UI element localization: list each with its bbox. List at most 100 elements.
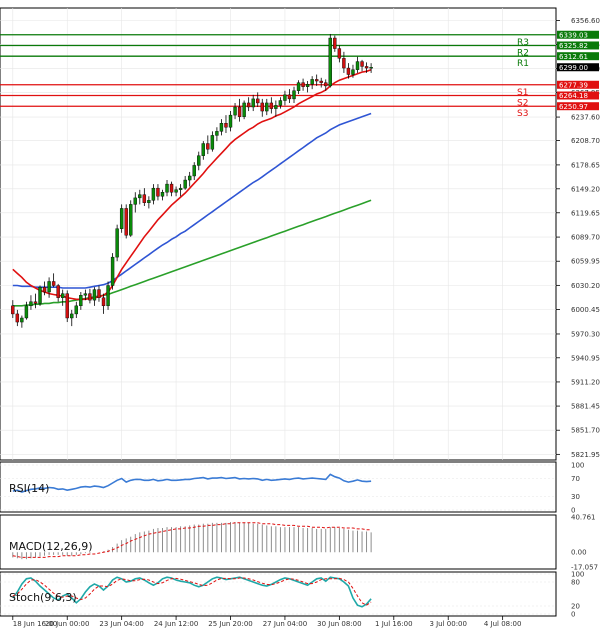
candle bbox=[138, 189, 142, 205]
level-label-r1: R1 bbox=[517, 59, 529, 69]
candle bbox=[265, 98, 269, 116]
candle bbox=[333, 35, 337, 52]
candle bbox=[269, 97, 274, 114]
price-y-tick-label: 6030.20 bbox=[571, 282, 600, 290]
candle bbox=[283, 90, 287, 106]
level-price-value: 6277.39 bbox=[559, 81, 588, 89]
candle bbox=[42, 281, 47, 296]
candle bbox=[156, 184, 160, 201]
macd-signal-line bbox=[12, 522, 372, 558]
candle bbox=[106, 281, 110, 310]
candle bbox=[287, 89, 292, 103]
stoch-main-line bbox=[12, 576, 372, 608]
price-y-tick-label: 6237.60 bbox=[571, 114, 600, 122]
level-price-tag bbox=[557, 41, 599, 50]
x-tick-label: 3 Jul 00:00 bbox=[429, 620, 467, 628]
indicator-y-tick-label: 40.761 bbox=[571, 514, 596, 522]
candle bbox=[314, 74, 319, 86]
ema-blue-line bbox=[12, 112, 372, 289]
price-y-tick-label: 5821.95 bbox=[571, 451, 600, 459]
candle bbox=[292, 86, 296, 103]
candle bbox=[251, 94, 255, 112]
candle bbox=[29, 295, 33, 310]
candle bbox=[70, 309, 74, 327]
candle bbox=[228, 111, 233, 132]
rsi-panel: 100 70 30 0 RSI(14) bbox=[0, 461, 584, 515]
level-label-s3: S3 bbox=[517, 109, 528, 119]
x-tick-label: 18 Jun 16:00 bbox=[13, 620, 57, 628]
candle bbox=[369, 63, 373, 73]
candle bbox=[301, 78, 305, 91]
candle bbox=[328, 33, 332, 88]
candle bbox=[174, 186, 178, 197]
price-y-tick-label: 6356.60 bbox=[571, 17, 600, 25]
price-y-tick-label: 5851.70 bbox=[571, 427, 600, 435]
candle bbox=[24, 301, 29, 320]
x-tick-label: 25 Jun 20:00 bbox=[208, 620, 252, 628]
level-price-value: 6312.61 bbox=[559, 53, 588, 61]
price-y-tick-label: 5911.20 bbox=[571, 378, 600, 386]
indicator-y-tick-label: 100 bbox=[571, 571, 584, 579]
price-y-tick-label: 5940.95 bbox=[571, 354, 600, 362]
candle bbox=[342, 51, 346, 73]
candle bbox=[355, 56, 360, 73]
candle bbox=[129, 200, 133, 237]
candle bbox=[201, 141, 205, 160]
price-y-tick-label: 5881.45 bbox=[571, 403, 600, 411]
indicator-y-tick-label: 70 bbox=[571, 475, 580, 483]
current-price-value: 6299.00 bbox=[559, 64, 588, 72]
candle bbox=[337, 45, 342, 63]
stoch-signal-line bbox=[12, 577, 372, 606]
stoch-label: Stoch(9,6,3) bbox=[9, 591, 77, 604]
candle bbox=[324, 79, 328, 91]
candle bbox=[101, 293, 106, 314]
ema-red-line bbox=[12, 68, 372, 301]
candle bbox=[56, 283, 60, 302]
macd-panel: 40.761 0.00 -17.057 MACD(12,26,9) bbox=[0, 514, 598, 572]
candle bbox=[260, 98, 264, 117]
candle bbox=[124, 204, 128, 239]
indicator-y-tick-label: 0 bbox=[571, 507, 575, 515]
price-y-tick-label: 6178.65 bbox=[571, 161, 600, 169]
x-tick-label: 30 Jun 08:00 bbox=[317, 620, 361, 628]
x-tick-label: 27 Jun 04:00 bbox=[263, 620, 307, 628]
level-price-value: 6325.82 bbox=[559, 42, 588, 50]
candle bbox=[151, 184, 156, 205]
candle bbox=[142, 188, 147, 207]
indicator-y-tick-label: 0.00 bbox=[571, 549, 587, 557]
price-y-tick-label: 6208.70 bbox=[571, 137, 600, 145]
candle bbox=[346, 63, 351, 79]
candle bbox=[15, 309, 20, 327]
candle bbox=[219, 119, 224, 136]
candle bbox=[296, 80, 301, 95]
candle bbox=[38, 285, 42, 306]
candle bbox=[11, 300, 15, 318]
candle bbox=[79, 292, 83, 310]
candle bbox=[233, 102, 237, 120]
candle bbox=[47, 277, 51, 298]
candle bbox=[178, 184, 183, 197]
candle bbox=[74, 301, 78, 318]
rsi-label: RSI(14) bbox=[9, 482, 49, 495]
indicator-y-tick-label: 100 bbox=[571, 462, 584, 470]
candle bbox=[224, 115, 228, 133]
price-y-tick-label: 6059.95 bbox=[571, 258, 600, 266]
indicator-y-tick-label: 30 bbox=[571, 493, 580, 501]
candle bbox=[319, 77, 323, 88]
price-y-tick-label: 6119.65 bbox=[571, 209, 600, 217]
candle bbox=[119, 204, 124, 233]
level-price-tag bbox=[557, 52, 599, 61]
level-price-tag bbox=[557, 30, 599, 39]
current-price-tag bbox=[557, 63, 599, 72]
candle bbox=[237, 98, 242, 122]
candle bbox=[256, 92, 260, 108]
candle bbox=[246, 97, 251, 112]
candle bbox=[88, 288, 92, 304]
ema-green-line bbox=[12, 199, 372, 307]
candle bbox=[33, 293, 38, 309]
indicator-y-tick-label: 20 bbox=[571, 603, 580, 611]
candle bbox=[197, 151, 201, 171]
macd-label: MACD(12,26,9) bbox=[9, 540, 93, 553]
